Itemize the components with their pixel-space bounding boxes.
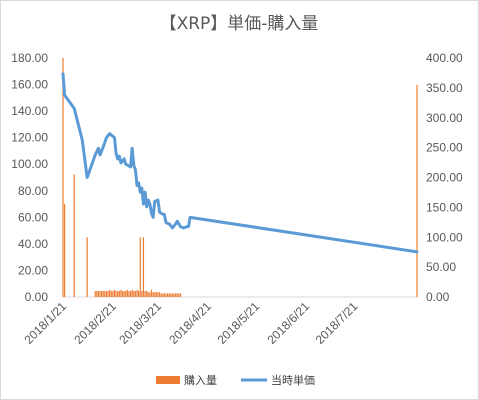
right-axis-tick-label: 300.00 bbox=[426, 111, 463, 125]
x-axis-tick-label: 2018/6/21 bbox=[264, 299, 312, 347]
volume-bar bbox=[146, 291, 148, 297]
left-axis-tick-label: 160.00 bbox=[11, 78, 48, 92]
right-axis: 0.00 50.00 100.00 150.00 200.00 250.00 300.00 3… bbox=[426, 51, 463, 304]
legend: 購入量 当時単価 bbox=[156, 373, 315, 387]
right-axis-tick-label: 100.00 bbox=[426, 230, 463, 244]
volume-bar bbox=[112, 291, 114, 297]
volume-bar bbox=[101, 291, 103, 297]
volume-bar bbox=[160, 293, 162, 297]
volume-bar bbox=[105, 291, 108, 297]
volume-bar bbox=[168, 293, 170, 297]
bar-series-volume bbox=[62, 58, 418, 297]
x-axis-tick-label: 2018/7/21 bbox=[313, 299, 361, 347]
volume-bar bbox=[170, 293, 172, 297]
volume-bar bbox=[179, 293, 182, 297]
right-axis-tick-label: 0.00 bbox=[426, 290, 450, 304]
volume-bar bbox=[139, 237, 141, 297]
line-series-price bbox=[61, 72, 419, 254]
legend-label-volume: 購入量 bbox=[184, 373, 217, 387]
right-axis-tick-label: 250.00 bbox=[426, 141, 463, 155]
volume-bar bbox=[178, 293, 180, 297]
left-axis: 0.00 20.00 40.00 60.00 80.00 100.00 120.00 140.… bbox=[11, 51, 48, 304]
volume-bar bbox=[94, 291, 96, 297]
volume-bar bbox=[62, 58, 64, 297]
volume-bar bbox=[157, 292, 159, 297]
volume-bar bbox=[416, 84, 418, 297]
volume-bar bbox=[149, 292, 151, 297]
volume-bar bbox=[64, 203, 66, 297]
volume-bar bbox=[163, 293, 165, 297]
volume-bar bbox=[113, 289, 116, 297]
volume-bar bbox=[134, 291, 137, 297]
right-axis-tick-label: 150.00 bbox=[426, 200, 463, 214]
volume-bar bbox=[102, 291, 104, 297]
volume-bar bbox=[125, 291, 127, 297]
volume-bar bbox=[154, 292, 156, 297]
right-axis-tick-label: 350.00 bbox=[426, 81, 463, 95]
volume-bar bbox=[131, 289, 133, 297]
volume-bar bbox=[99, 291, 101, 297]
volume-bar bbox=[152, 292, 154, 297]
volume-bar bbox=[126, 289, 128, 297]
x-axis-tick-label: 2018/2/21 bbox=[71, 299, 119, 347]
volume-bar bbox=[110, 291, 112, 297]
volume-bar bbox=[96, 291, 98, 297]
volume-bar bbox=[162, 293, 164, 297]
volume-bar bbox=[171, 293, 174, 297]
left-axis-tick-label: 40.00 bbox=[18, 237, 48, 251]
volume-bar bbox=[144, 291, 146, 297]
volume-bar bbox=[86, 237, 88, 297]
volume-bar bbox=[104, 291, 106, 297]
price-line bbox=[61, 72, 419, 254]
volume-bar bbox=[120, 289, 122, 297]
chart-title: 【XRP】単価-購入量 bbox=[160, 14, 319, 34]
volume-bar bbox=[115, 291, 117, 297]
volume-bar bbox=[150, 289, 153, 297]
volume-bar bbox=[155, 292, 157, 297]
volume-bar bbox=[123, 291, 125, 297]
x-axis-tick-label: 2018/4/21 bbox=[166, 299, 214, 347]
volume-bar bbox=[133, 291, 135, 297]
volume-bar bbox=[107, 291, 109, 297]
volume-bar bbox=[136, 289, 138, 297]
volume-bar bbox=[175, 293, 177, 297]
x-axis-tick-label: 2018/3/21 bbox=[116, 299, 164, 347]
volume-bar bbox=[128, 291, 130, 297]
left-axis-tick-label: 100.00 bbox=[11, 157, 48, 171]
right-axis-tick-label: 400.00 bbox=[426, 51, 463, 65]
volume-bar bbox=[138, 291, 140, 297]
left-axis-tick-label: 60.00 bbox=[18, 210, 48, 224]
volume-bar bbox=[165, 293, 167, 297]
volume-bar bbox=[73, 174, 75, 297]
volume-bar bbox=[121, 291, 124, 297]
volume-bar bbox=[109, 289, 111, 297]
volume-bar bbox=[129, 291, 132, 297]
left-axis-tick-label: 140.00 bbox=[11, 104, 48, 118]
volume-bar bbox=[166, 293, 169, 297]
volume-bar bbox=[147, 292, 149, 297]
legend-swatch-volume bbox=[156, 376, 180, 384]
left-axis-tick-label: 20.00 bbox=[18, 263, 48, 277]
volume-bar bbox=[141, 291, 143, 297]
x-axis-tick-label: 2018/1/21 bbox=[21, 299, 69, 347]
volume-bar bbox=[142, 237, 145, 297]
volume-bar bbox=[97, 291, 99, 297]
volume-bar bbox=[173, 293, 175, 297]
left-axis-tick-label: 180.00 bbox=[11, 51, 48, 65]
volume-bar bbox=[176, 293, 178, 297]
right-axis-tick-label: 50.00 bbox=[426, 260, 456, 274]
right-axis-tick-label: 200.00 bbox=[426, 171, 463, 185]
volume-bar bbox=[118, 291, 120, 297]
x-axis-tick-label: 2018/5/21 bbox=[215, 299, 263, 347]
volume-bar bbox=[117, 291, 119, 297]
left-axis-tick-label: 80.00 bbox=[18, 184, 48, 198]
left-axis-tick-label: 0.00 bbox=[25, 290, 49, 304]
legend-label-price: 当時単価 bbox=[271, 373, 315, 387]
left-axis-tick-label: 120.00 bbox=[11, 131, 48, 145]
volume-bar bbox=[158, 292, 161, 297]
